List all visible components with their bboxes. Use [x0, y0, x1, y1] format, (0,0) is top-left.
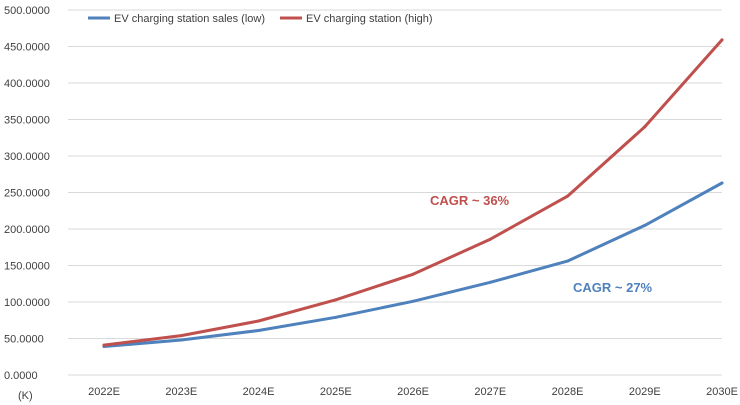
- x-tick-label: 2030E: [706, 386, 738, 398]
- data-point: [334, 315, 338, 319]
- cagr-annotation: CAGR ~ 27%: [573, 280, 653, 295]
- x-tick-label: 2026E: [397, 386, 429, 398]
- y-tick-label: 500.0000: [4, 5, 50, 17]
- data-point: [334, 298, 338, 302]
- x-tick-label: 2027E: [474, 386, 506, 398]
- annotations: CAGR ~ 36% CAGR ~ 27%: [430, 193, 653, 295]
- data-point: [257, 319, 260, 323]
- x-tick-label: 2025E: [320, 386, 352, 398]
- y-tick-label: 50.0000: [4, 334, 44, 346]
- x-tick-label: 2023E: [165, 386, 197, 398]
- y-tick-label: 250.0000: [4, 188, 50, 200]
- data-point: [720, 181, 724, 185]
- data-point: [488, 280, 492, 284]
- y-tick-label: 300.0000: [4, 151, 50, 163]
- y-tick-label: 100.0000: [4, 297, 50, 309]
- data-point: [179, 338, 183, 342]
- x-tick-label: 2028E: [552, 386, 584, 398]
- data-point: [411, 299, 415, 303]
- data-point: [643, 223, 647, 227]
- series-line-0: [102, 181, 724, 348]
- y-tick-label: 350.0000: [4, 115, 50, 127]
- x-tick-label: 2029E: [629, 386, 661, 398]
- data-point: [102, 343, 106, 347]
- y-tick-label: 450.0000: [4, 42, 50, 54]
- legend-label: EV charging station sales (low): [114, 13, 265, 25]
- legend: EV charging station sales (low) EV chargi…: [88, 13, 433, 25]
- y-tick-label: 0.0000: [4, 370, 38, 382]
- gridlines: [68, 9, 722, 376]
- x-axis-ticks: 2022E 2023E 2024E 2025E 2026E 2027E 2028E 2029E…: [88, 386, 738, 398]
- x-tick-label: 2024E: [243, 386, 275, 398]
- data-point: [566, 194, 569, 198]
- data-point: [411, 272, 415, 276]
- y-axis-ticks: 0.0000 50.0000 100.0000 150.0000 200.0000 250…: [4, 5, 50, 382]
- y-unit-label: (K): [18, 390, 33, 402]
- series-lines: [102, 38, 724, 349]
- data-point: [566, 259, 569, 263]
- data-point: [257, 328, 260, 332]
- data-point: [488, 237, 492, 241]
- legend-label: EV charging station (high): [306, 13, 433, 25]
- x-tick-label: 2022E: [88, 386, 120, 398]
- data-point: [179, 334, 183, 338]
- data-point: [643, 125, 647, 129]
- y-tick-label: 150.0000: [4, 261, 50, 273]
- y-tick-label: 200.0000: [4, 224, 50, 236]
- cagr-annotation: CAGR ~ 36%: [430, 193, 510, 208]
- data-point: [720, 38, 724, 42]
- y-tick-label: 400.0000: [4, 78, 50, 90]
